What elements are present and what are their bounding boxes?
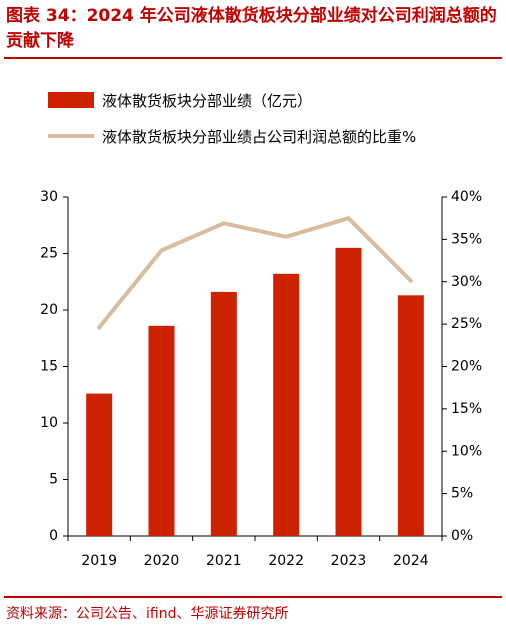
y-left-tick-label: 25 — [40, 246, 58, 262]
y-right-tick-label: 35% — [451, 231, 482, 247]
source-divider — [4, 596, 502, 598]
x-tick-label: 2023 — [331, 553, 367, 569]
y-right-tick-label: 0% — [451, 528, 473, 544]
y-right-tick-label: 30% — [451, 274, 482, 290]
y-right-tick-label: 5% — [451, 486, 473, 502]
legend-swatch-line — [48, 134, 94, 138]
legend-swatch-bar — [48, 92, 94, 108]
x-tick-label: 2020 — [144, 553, 180, 569]
line-point — [284, 235, 288, 239]
bar — [273, 273, 300, 536]
title-divider — [4, 57, 502, 59]
x-tick-label: 2024 — [393, 553, 429, 569]
chart-legend: 液体散货板块分部业绩（亿元） 液体散货板块分部业绩占公司利润总额的比重% — [48, 82, 416, 154]
y-right-tick-label: 40% — [451, 189, 482, 205]
y-right-tick-label: 20% — [451, 359, 482, 375]
y-right-tick-label: 10% — [451, 443, 482, 459]
bar — [335, 247, 362, 536]
y-left-tick-label: 15 — [40, 359, 58, 375]
line-point — [97, 326, 101, 330]
legend-item-line: 液体散货板块分部业绩占公司利润总额的比重% — [48, 118, 416, 154]
y-left-tick-label: 30 — [40, 189, 58, 205]
bar — [86, 393, 113, 536]
x-tick-label: 2021 — [206, 553, 242, 569]
y-right-tick-label: 15% — [451, 401, 482, 417]
share-line — [97, 216, 413, 330]
y-left-tick-label: 10 — [40, 415, 58, 431]
bar — [397, 295, 424, 536]
legend-item-bar: 液体散货板块分部业绩（亿元） — [48, 82, 416, 118]
bar — [148, 325, 175, 536]
legend-label-bar: 液体散货板块分部业绩（亿元） — [102, 91, 313, 110]
line-point — [222, 221, 226, 225]
y-left-tick-label: 5 — [49, 472, 58, 488]
bar — [210, 291, 237, 536]
x-tick-label: 2022 — [268, 553, 304, 569]
x-tick-label: 2019 — [81, 553, 117, 569]
line-point — [347, 216, 350, 220]
y-left-tick-label: 20 — [40, 302, 58, 318]
line-point — [409, 279, 413, 283]
line-point — [160, 248, 163, 252]
y-right-tick-label: 25% — [451, 316, 482, 332]
chart-title: 图表 34：2024 年公司液体散货板块分部业绩对公司利润总额的贡献下降 — [6, 6, 497, 51]
legend-label-line: 液体散货板块分部业绩占公司利润总额的比重% — [102, 127, 417, 146]
y-left-tick-label: 0 — [49, 528, 58, 544]
source-note: 资料来源：公司公告、ifind、华源证券研究所 — [6, 606, 289, 622]
